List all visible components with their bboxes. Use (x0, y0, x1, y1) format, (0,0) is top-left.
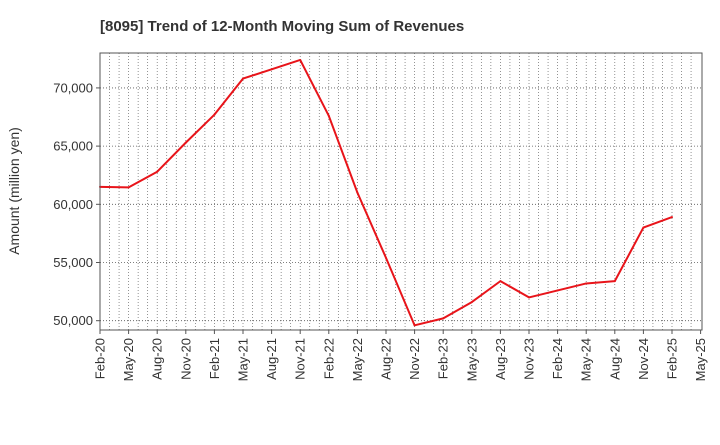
data-point (528, 296, 530, 299)
x-tick-label: May-22 (350, 338, 365, 381)
x-tick-label: Feb-23 (436, 338, 451, 379)
x-tick-label: May-23 (464, 338, 479, 381)
data-point (671, 216, 673, 219)
x-tick-label: Aug-21 (264, 338, 279, 380)
x-tick-label: May-20 (121, 338, 136, 381)
x-tick-label: May-21 (236, 338, 251, 381)
x-tick-label: Feb-22 (321, 338, 336, 379)
y-axis-ticks: 50,000 55,000 60,000 65,000 70,000 (53, 80, 100, 328)
x-tick-label: Nov-24 (636, 338, 651, 380)
y-tick-label: 70,000 (53, 80, 93, 95)
x-axis-ticks: Feb-20 May-20 Aug-20 Nov-20 Feb-21 May-21 Aug-… (93, 330, 708, 381)
x-tick-label: May-24 (579, 338, 594, 381)
x-tick-label: Aug-20 (150, 338, 165, 380)
data-point (270, 68, 273, 71)
x-tick-label: Nov-20 (178, 338, 193, 380)
x-tick-label: Feb-24 (550, 338, 565, 379)
x-tick-label: Feb-20 (93, 338, 108, 379)
data-point (385, 256, 387, 259)
y-tick-label: 55,000 (53, 255, 93, 270)
data-point (356, 191, 359, 194)
x-tick-label: Feb-25 (665, 338, 680, 379)
series-line (99, 58, 673, 327)
x-tick-label: Aug-22 (379, 338, 394, 380)
y-axis-label: Amount (million yen) (6, 127, 22, 255)
x-tick-label: May-25 (693, 338, 708, 381)
x-tick-label: Aug-23 (493, 338, 508, 380)
data-point (127, 186, 130, 189)
data-point (413, 324, 416, 327)
y-tick-label: 65,000 (53, 139, 93, 154)
x-tick-label: Feb-21 (207, 338, 222, 379)
data-point (642, 226, 645, 229)
x-tick-label: Aug-24 (607, 338, 622, 380)
chart-title: [8095] Trend of 12-Month Moving Sum of R… (100, 18, 464, 35)
data-point (556, 289, 559, 292)
plot-frame (99, 52, 703, 331)
data-point (184, 141, 187, 144)
data-point (213, 113, 216, 116)
data-point (299, 58, 302, 61)
data-point (585, 282, 588, 285)
data-point (613, 280, 616, 283)
x-tick-label: Nov-21 (293, 338, 308, 380)
data-point (442, 317, 445, 320)
data-point (156, 170, 159, 173)
x-tick-label: Nov-22 (407, 338, 422, 380)
x-tick-label: Nov-23 (522, 338, 537, 380)
data-point (499, 280, 502, 283)
y-tick-label: 50,000 (53, 313, 93, 328)
data-point (470, 301, 473, 304)
y-tick-label: 60,000 (53, 197, 93, 212)
data-point (327, 114, 330, 117)
grid-layer (100, 53, 702, 330)
series-layer (99, 58, 673, 327)
data-point (242, 77, 244, 80)
